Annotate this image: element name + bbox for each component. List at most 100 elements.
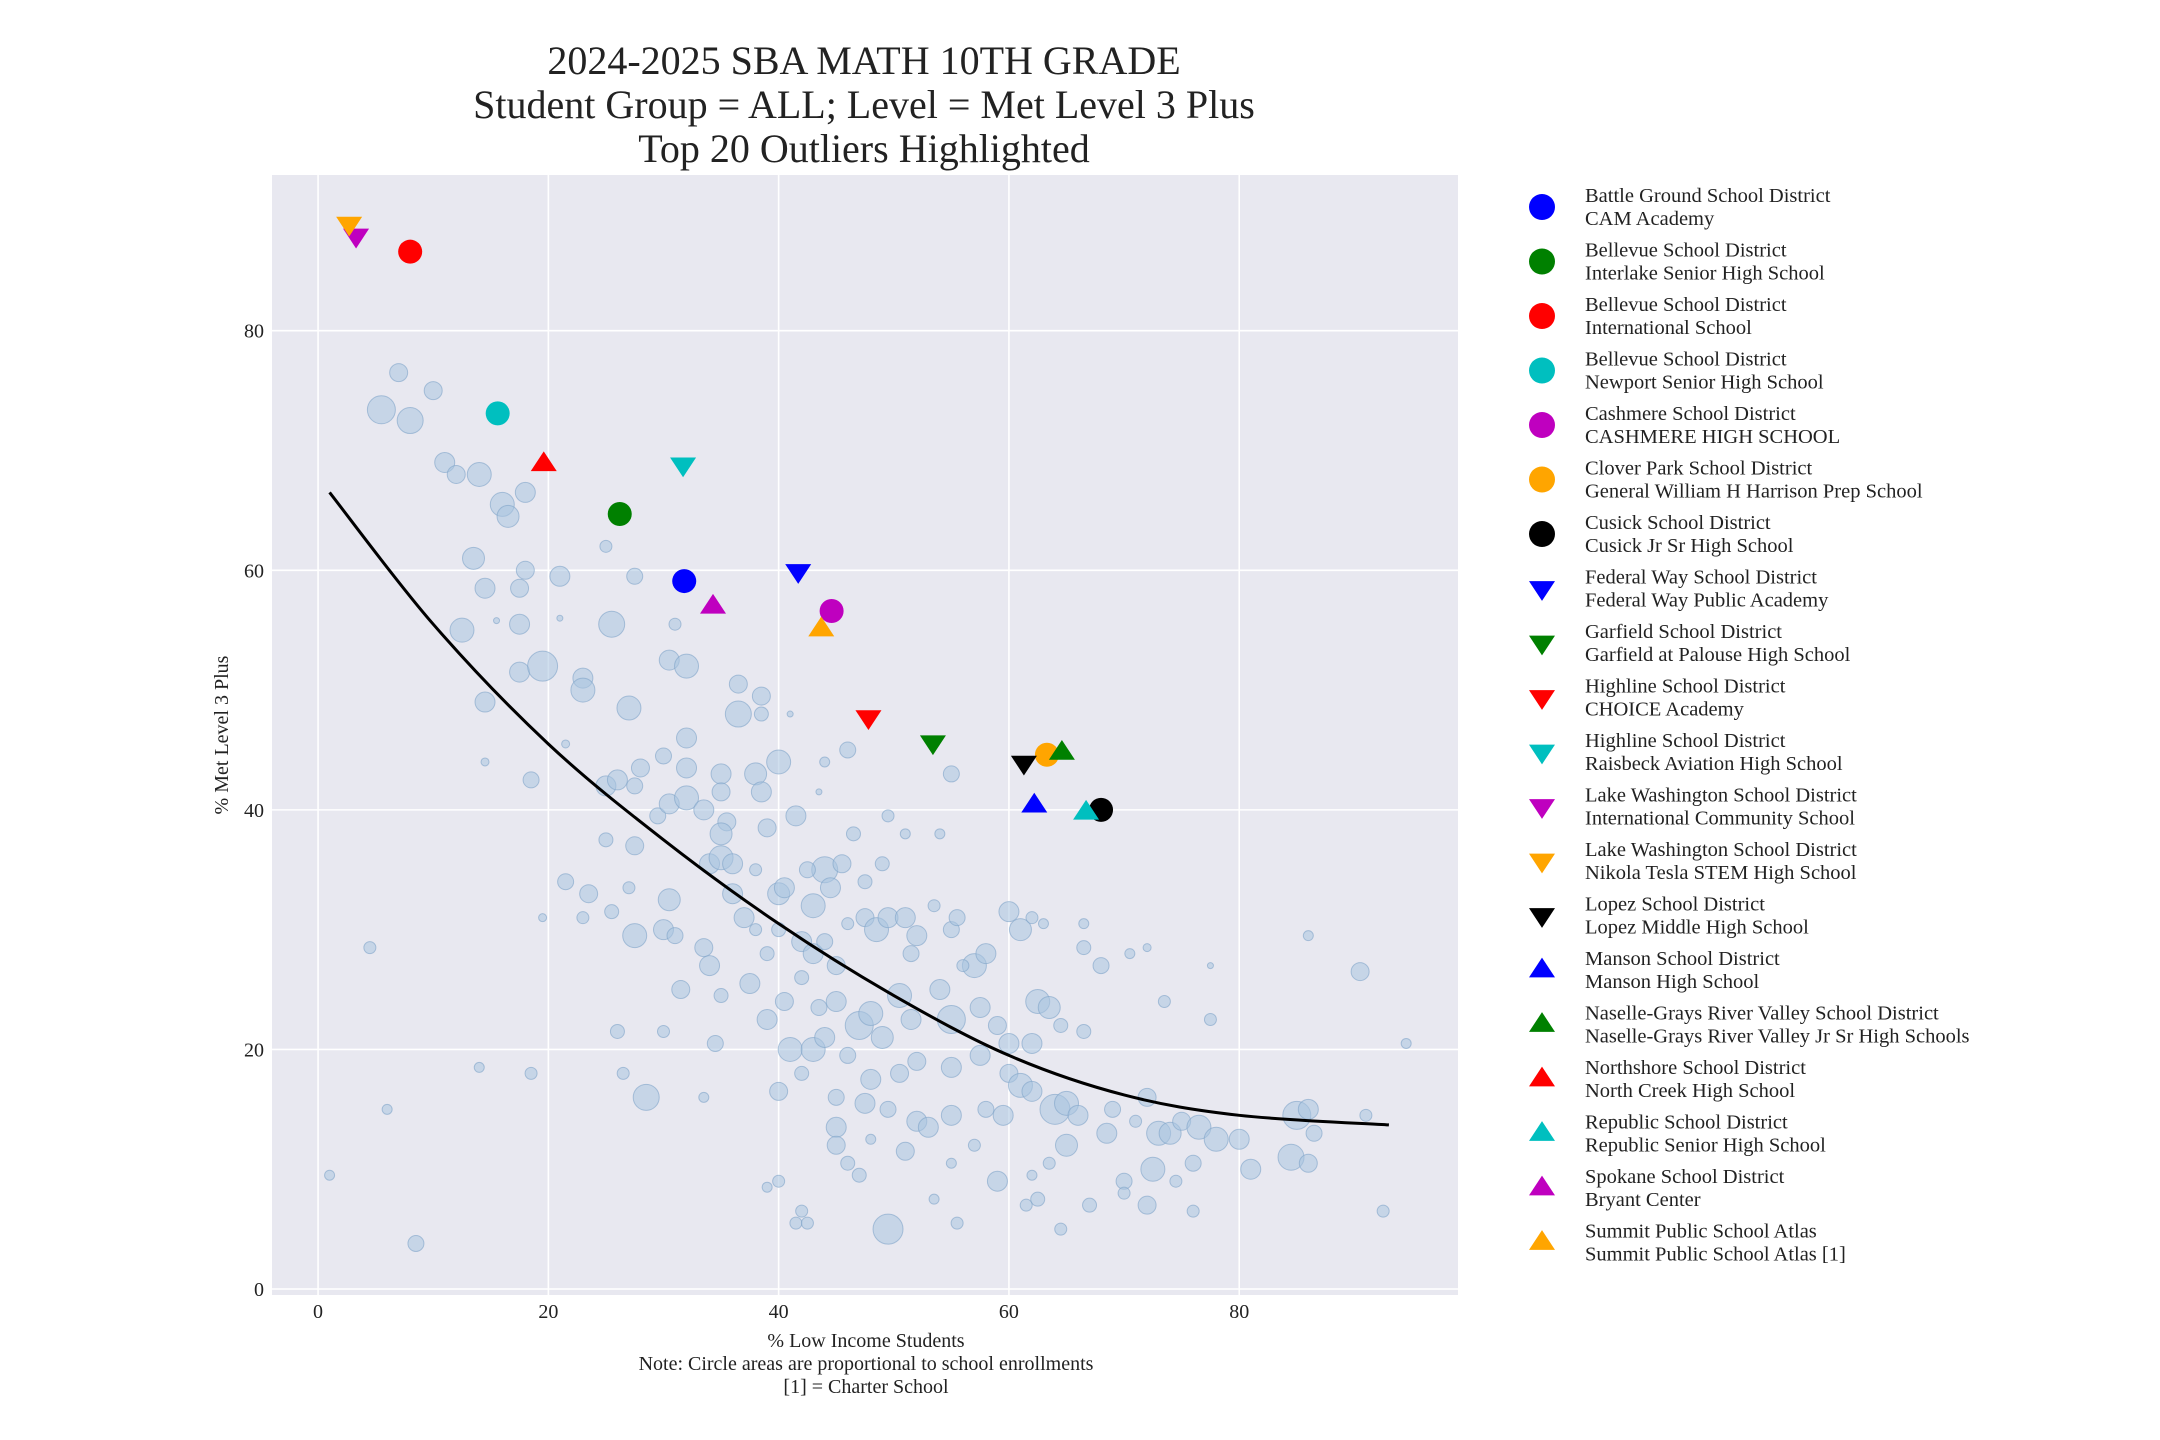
school-bubble: [945, 1157, 957, 1169]
x-tick-label: 20: [538, 1301, 558, 1323]
school-bubble: [975, 943, 997, 965]
school-bubble: [751, 686, 771, 706]
school-bubble: [1037, 996, 1061, 1020]
school-bubble: [381, 1103, 393, 1115]
school-bubble: [480, 757, 490, 767]
school-bubble: [722, 853, 744, 875]
legend-district: Republic School District: [1585, 1112, 1788, 1134]
outlier-marker: [607, 501, 632, 526]
legend-district: Highline School District: [1585, 676, 1786, 698]
school-bubble: [1206, 962, 1214, 970]
legend-school: CHOICE Academy: [1585, 699, 1745, 721]
xlabel-line-1: % Low Income Students: [767, 1330, 964, 1352]
school-bubble: [766, 749, 792, 775]
title-line-2: Student Group = ALL; Level = Met Level 3…: [473, 82, 1255, 127]
legend-marker: [1529, 1175, 1555, 1196]
school-bubble: [622, 881, 636, 895]
school-bubble: [538, 913, 548, 923]
y-tick-label: 80: [244, 321, 264, 343]
school-bubble: [1203, 1126, 1229, 1152]
legend-district: Federal Way School District: [1585, 567, 1817, 589]
legend-marker: [1529, 635, 1555, 656]
school-bubble: [814, 1026, 836, 1048]
school-bubble: [1053, 1017, 1069, 1033]
school-bubble: [724, 700, 752, 728]
legend-district: Bellevue School District: [1585, 240, 1787, 262]
school-bubble: [657, 888, 681, 912]
legend-school: Republic Senior High School: [1585, 1135, 1826, 1157]
school-bubble: [872, 1213, 904, 1245]
legend-marker: [1529, 357, 1555, 384]
school-bubble: [407, 1234, 425, 1252]
school-bubble: [1078, 918, 1090, 930]
outlier-marker: [785, 564, 812, 584]
legend-school: Manson High School: [1585, 971, 1760, 993]
school-bubble: [839, 1046, 857, 1064]
legend-marker: [1529, 412, 1555, 438]
legend-district: Garfield School District: [1585, 621, 1782, 643]
axis-ticks: 0 20 40 60 80 0 20 40 60 80: [244, 321, 1249, 1323]
school-bubble: [841, 917, 855, 931]
school-bubble: [324, 1169, 336, 1181]
school-bubble: [1142, 943, 1152, 953]
school-bubble: [609, 1023, 625, 1039]
school-bubble: [759, 946, 775, 962]
school-bubble: [948, 909, 966, 927]
outlier-marker: [670, 457, 697, 478]
legend-district: Lopez School District: [1585, 894, 1765, 916]
school-bubble: [900, 1008, 922, 1030]
school-bubble: [1157, 995, 1171, 1009]
school-bubble: [396, 407, 424, 435]
school-bubble: [1021, 1080, 1043, 1102]
school-bubble: [557, 873, 575, 891]
school-bubble: [1019, 1198, 1033, 1212]
school-bubble: [625, 836, 645, 856]
school-bubble: [739, 973, 761, 995]
legend-school: Naselle-Grays River Valley Jr Sr High Sc…: [1585, 1026, 1970, 1048]
legend-district: Northshore School District: [1585, 1057, 1806, 1079]
school-bubble: [626, 567, 644, 585]
school-bubble: [934, 828, 946, 840]
school-bubble: [423, 381, 443, 401]
y-tick-label: 20: [244, 1039, 264, 1061]
school-bubble: [879, 1100, 897, 1118]
x-tick-label: 60: [999, 1301, 1019, 1323]
school-bubble: [936, 1004, 966, 1034]
school-bubble: [710, 763, 732, 785]
school-bubble: [598, 832, 614, 848]
school-bubble: [825, 1116, 847, 1138]
legend-district: Naselle-Grays River Valley School Distri…: [1585, 1003, 1939, 1025]
outlier-marker: [1073, 799, 1100, 820]
school-bubble: [1137, 1087, 1157, 1107]
school-bubble: [733, 907, 755, 929]
school-bubble: [599, 539, 613, 553]
school-bubble: [895, 1141, 915, 1161]
outlier-markers: [336, 216, 1114, 822]
school-bubble: [622, 923, 648, 949]
school-bubble: [977, 1100, 995, 1118]
school-bubble: [956, 959, 970, 973]
school-bubble: [1054, 1222, 1068, 1236]
school-bubble: [800, 1216, 814, 1230]
legend-marker: [1529, 303, 1555, 329]
legend-district: Lake Washington School District: [1585, 839, 1857, 861]
outlier-marker: [398, 239, 423, 264]
legend-district: Highline School District: [1585, 730, 1786, 752]
school-bubble: [527, 650, 559, 682]
school-bubble: [616, 1066, 630, 1080]
y-tick-label: 0: [254, 1279, 264, 1301]
outlier-marker: [336, 216, 363, 237]
school-bubble: [676, 727, 698, 749]
school-bubble: [514, 481, 536, 503]
school-bubble: [839, 741, 857, 759]
school-bubble: [800, 893, 826, 919]
school-bubble: [671, 980, 691, 1000]
legend-school: Cusick Jr Sr High School: [1585, 535, 1794, 557]
x-tick-label: 80: [1229, 1301, 1249, 1323]
legend-marker: [1529, 194, 1555, 220]
x-tick-label: 40: [769, 1301, 789, 1323]
school-bubble: [816, 933, 834, 951]
school-bubble: [668, 617, 682, 631]
school-bubble: [474, 691, 496, 713]
